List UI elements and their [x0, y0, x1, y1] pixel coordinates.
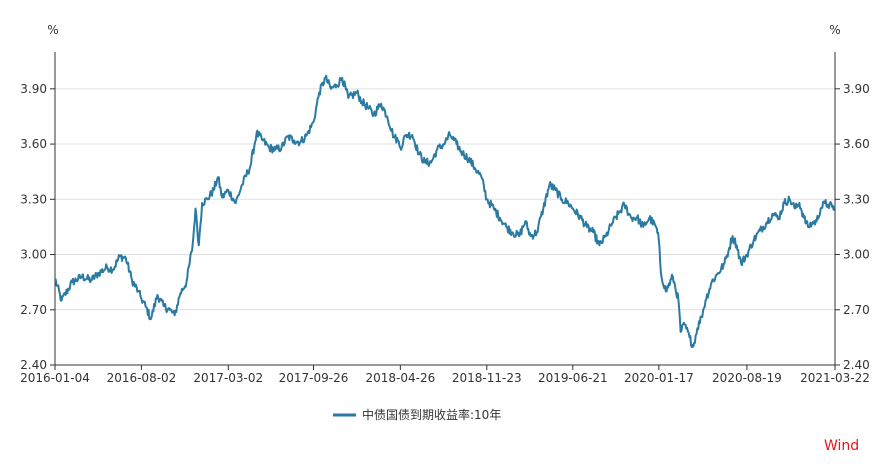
- series-line: [54, 74, 836, 348]
- x-tick-label: 2018-11-23: [452, 371, 522, 385]
- x-tick-label: 2017-09-26: [279, 371, 349, 385]
- legend-label: 中债国债到期收益率:10年: [362, 407, 501, 422]
- right-unit-label: %: [829, 23, 840, 37]
- left-unit-label: %: [47, 23, 58, 37]
- x-tick-label: 2019-06-21: [538, 371, 608, 385]
- y-tick-label-right: 3.90: [843, 82, 870, 96]
- series-layer: [54, 74, 836, 348]
- y-tick-label-left: 2.70: [20, 303, 47, 317]
- y-tick-label-right: 3.00: [843, 248, 870, 262]
- y-tick-label-left: 3.60: [20, 137, 47, 151]
- x-tick-label: 2020-08-19: [712, 371, 782, 385]
- x-tick-label: 2020-01-17: [624, 371, 694, 385]
- axes: [54, 52, 836, 366]
- legend[interactable]: 中债国债到期收益率:10年: [333, 407, 501, 422]
- ticks: 2.40 2.40 2.70 2.70 3.00 3.00 3.30 3.30 3.60 3.60…: [20, 82, 870, 385]
- y-tick-label-right: 3.60: [843, 137, 870, 151]
- grid-lines: [55, 88, 835, 366]
- x-tick-label: 2018-04-26: [365, 371, 435, 385]
- y-tick-label-right: 3.30: [843, 192, 870, 206]
- y-tick-label-left: 2.40: [20, 358, 47, 372]
- y-tick-label-left: 3.00: [20, 248, 47, 262]
- x-tick-label: 2016-01-04: [20, 371, 90, 385]
- x-tick-label: 2016-08-02: [107, 371, 177, 385]
- x-tick-label: 2017-03-02: [193, 371, 263, 385]
- y-tick-label-right: 2.40: [843, 358, 870, 372]
- x-tick-label: 2021-03-22: [800, 371, 870, 385]
- y-tick-label-left: 3.90: [20, 82, 47, 96]
- y-tick-label-left: 3.30: [20, 192, 47, 206]
- wind-watermark: Wind: [824, 438, 859, 454]
- y-tick-label-right: 2.70: [843, 303, 870, 317]
